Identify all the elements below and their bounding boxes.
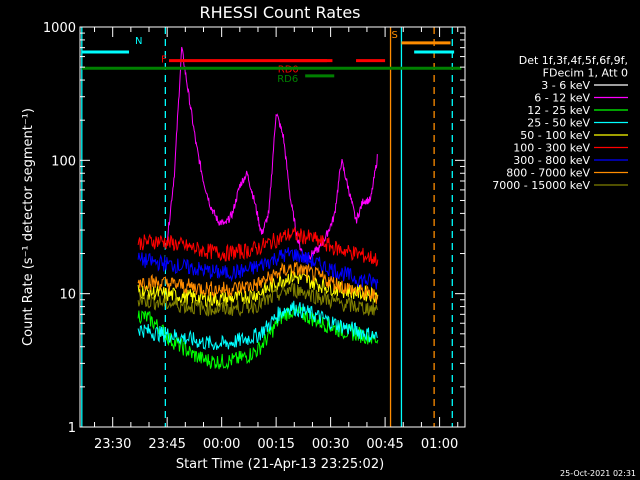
legend-entry-label: 6 - 12 keV	[534, 92, 590, 105]
x-tick-label: 00:30	[312, 437, 349, 452]
x-tick-label: 23:30	[94, 437, 131, 452]
series-line-1	[166, 46, 378, 262]
x-tick-label: 00:15	[257, 437, 294, 452]
x-axis-label: Start Time (21-Apr-13 23:25:02)	[176, 457, 384, 472]
legend-entry-label: 300 - 800 keV	[513, 154, 590, 167]
legend-header-line: Det 1f,3f,4f,5f,6f,9f,	[519, 54, 628, 67]
axes: 1 10 100 1000 23:30 23:45 00:00 00:15 00:30 00:45…	[43, 21, 466, 452]
legend-entry-label: 3 - 6 keV	[541, 79, 590, 92]
legend-entry-label: 7000 - 15000 keV	[492, 179, 590, 192]
y-tick-label: 1	[68, 421, 76, 436]
series-line-3	[137, 300, 378, 351]
series-line-8	[137, 281, 379, 317]
x-tick-label: 00:00	[203, 437, 240, 452]
y-tick-label: 10	[59, 288, 76, 303]
annotation-label-rd6: RD6	[277, 74, 298, 85]
annotation-label-s: S	[391, 30, 397, 41]
x-tick-label: 01:00	[421, 437, 458, 452]
legend-entry-label: 800 - 7000 keV	[506, 167, 590, 180]
annotation-label-rd0: RD0	[278, 65, 299, 76]
legend-entry-label: 100 - 300 keV	[513, 142, 590, 155]
legend: Det 1f,3f,4f,5f,6f,9f,FDecim 1, Att 03 -…	[492, 54, 628, 192]
plot-frame	[79, 26, 466, 428]
y-tick-label: 100	[51, 154, 76, 169]
x-tick-label: 23:45	[148, 437, 185, 452]
plot-area: N F RD0 S RD6	[81, 27, 462, 427]
y-axis-label: Count Rate (s⁻¹ detector segment⁻¹)	[21, 108, 36, 346]
timestamp: 25-Oct-2021 02:31	[560, 469, 636, 478]
series-line-6	[137, 247, 379, 290]
legend-entry-label: 25 - 50 keV	[527, 117, 590, 130]
annotation-label-n: N	[135, 36, 142, 47]
legend-header-line: FDecim 1, Att 0	[543, 67, 628, 80]
x-tick-label: 00:45	[366, 437, 403, 452]
chart-title: RHESSI Count Rates	[200, 3, 361, 22]
y-tick-label: 1000	[43, 21, 76, 36]
legend-entry-label: 50 - 100 keV	[520, 129, 590, 142]
annotation-label-f: F	[161, 55, 167, 66]
series-line-7	[137, 261, 379, 304]
series-line-5	[137, 227, 379, 268]
legend-entry-label: 12 - 25 keV	[527, 104, 590, 117]
